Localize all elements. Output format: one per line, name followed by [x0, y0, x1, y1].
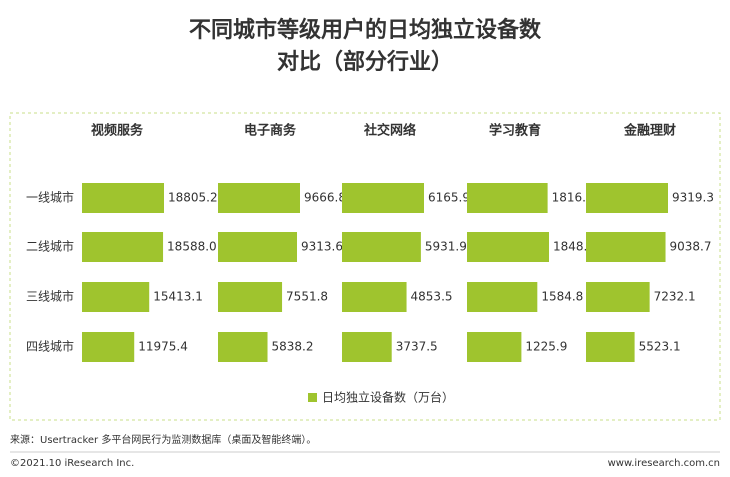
bar: [586, 282, 650, 312]
category-label: 三线城市: [26, 289, 74, 304]
bar: [218, 232, 298, 262]
value-label: 18588.0: [167, 240, 217, 254]
panel-frame: [9, 112, 721, 421]
bar: [586, 232, 666, 262]
value-label: 9038.7: [670, 240, 712, 254]
bar: [342, 282, 407, 312]
bar: [218, 332, 268, 362]
value-label: 3737.5: [396, 340, 438, 354]
bar: [467, 332, 522, 362]
value-label: 9666.8: [304, 191, 346, 205]
value-label: 9313.6: [301, 240, 343, 254]
bar: [467, 183, 548, 213]
panel-title: 视频服务: [91, 123, 144, 139]
value-label: 9319.3: [672, 191, 714, 205]
bar: [467, 282, 538, 312]
bar: [218, 282, 283, 312]
panel-title: 金融理财: [623, 123, 676, 139]
bar: [586, 332, 635, 362]
website: www.iresearch.com.cn: [608, 458, 720, 469]
value-label: 1848.0: [553, 240, 595, 254]
bar: [342, 183, 424, 213]
category-label: 一线城市: [26, 190, 74, 205]
bar: [342, 332, 392, 362]
value-label: 5838.2: [272, 340, 314, 354]
value-label: 5523.1: [639, 340, 681, 354]
panel-title: 社交网络: [363, 123, 416, 139]
bar: [82, 183, 164, 213]
bar: [82, 332, 135, 362]
value-label: 11975.4: [138, 340, 188, 354]
value-label: 1584.8: [541, 290, 583, 304]
value-label: 6165.9: [428, 191, 470, 205]
value-label: 1225.9: [525, 340, 567, 354]
bar: [467, 232, 549, 262]
value-label: 18805.2: [168, 191, 218, 205]
title-line: 不同城市等级用户的日均独立设备数: [189, 17, 542, 43]
bar: [218, 183, 300, 213]
bar: [82, 282, 150, 312]
legend-swatch: [308, 393, 317, 402]
value-label: 7232.1: [654, 290, 696, 304]
value-label: 5931.9: [425, 240, 467, 254]
category-label: 四线城市: [26, 339, 74, 354]
value-label: 1816.6: [552, 191, 594, 205]
value-label: 7551.8: [286, 290, 328, 304]
bar: [586, 183, 668, 213]
panel-title: 学习教育: [489, 123, 541, 139]
copyright: ©2021.10 iResearch Inc.: [10, 458, 134, 469]
panel-title: 电子商务: [244, 123, 297, 139]
source: 来源：Usertracker 多平台网民行为监测数据库（桌面及智能终端）。: [10, 433, 316, 446]
bar: [82, 232, 164, 262]
title-line: 对比（部分行业）: [277, 49, 453, 75]
value-label: 4853.5: [411, 290, 453, 304]
category-label: 二线城市: [26, 239, 74, 254]
legend-label: 日均独立设备数（万台）: [322, 390, 454, 405]
value-label: 15413.1: [153, 290, 203, 304]
bar: [342, 232, 421, 262]
